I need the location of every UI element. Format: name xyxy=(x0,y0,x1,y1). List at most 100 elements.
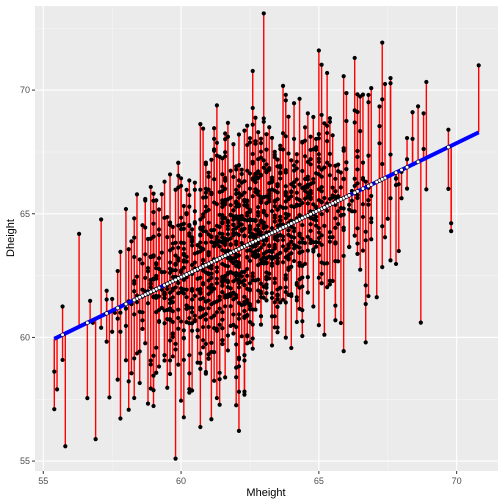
data-point xyxy=(358,129,363,134)
data-point xyxy=(176,315,181,321)
y-tick-label: 60 xyxy=(20,332,30,342)
data-point xyxy=(291,184,297,189)
data-point xyxy=(275,330,280,335)
data-point xyxy=(198,225,203,230)
data-point xyxy=(176,362,181,367)
data-point xyxy=(380,161,385,167)
data-point xyxy=(297,260,302,265)
data-point xyxy=(162,296,167,301)
data-point xyxy=(184,259,189,264)
data-point xyxy=(228,213,233,218)
x-tick-label: 60 xyxy=(176,476,186,486)
data-point xyxy=(220,204,225,210)
data-point xyxy=(189,237,195,242)
data-point xyxy=(336,209,341,214)
data-point xyxy=(184,287,189,292)
data-point xyxy=(291,242,297,248)
data-point xyxy=(225,227,231,232)
data-point xyxy=(267,188,272,193)
data-point xyxy=(250,271,255,276)
data-point xyxy=(269,295,275,301)
data-point xyxy=(319,233,324,238)
data-point xyxy=(261,119,266,124)
data-point xyxy=(159,250,164,255)
data-point xyxy=(300,222,305,228)
data-point xyxy=(156,227,162,232)
data-point xyxy=(203,209,208,214)
data-point xyxy=(261,223,266,228)
data-point xyxy=(217,244,222,249)
data-point xyxy=(236,273,242,278)
data-point xyxy=(272,155,277,160)
data-point xyxy=(330,235,335,240)
fitted-point xyxy=(173,277,178,282)
data-point xyxy=(245,273,250,278)
data-point xyxy=(327,173,332,178)
data-point xyxy=(118,329,123,334)
data-point xyxy=(110,329,115,334)
data-point xyxy=(154,198,159,203)
data-point xyxy=(308,228,313,234)
data-point xyxy=(156,207,162,212)
data-point xyxy=(162,353,167,358)
data-point xyxy=(360,214,366,220)
data-point xyxy=(115,377,120,382)
data-point xyxy=(388,258,393,263)
data-point xyxy=(206,220,211,225)
data-point xyxy=(446,127,451,132)
data-point xyxy=(198,240,203,245)
data-point xyxy=(220,261,225,267)
data-point xyxy=(228,242,233,248)
data-point xyxy=(258,322,264,327)
data-point xyxy=(289,345,294,351)
data-point xyxy=(247,319,253,325)
fitted-point xyxy=(393,170,399,175)
data-point xyxy=(143,196,148,202)
fitted-point xyxy=(60,332,65,337)
fitted-point xyxy=(115,305,120,311)
data-point xyxy=(189,310,195,315)
data-point xyxy=(234,167,239,172)
fitted-point xyxy=(236,246,242,252)
data-point xyxy=(327,116,332,121)
data-point xyxy=(319,112,324,118)
data-point xyxy=(118,249,123,255)
data-point xyxy=(245,313,250,319)
data-point xyxy=(223,215,228,220)
data-point xyxy=(167,338,173,343)
data-point xyxy=(184,320,189,325)
data-point xyxy=(347,202,352,207)
data-point xyxy=(203,190,208,195)
data-point xyxy=(333,318,338,323)
data-point xyxy=(404,135,410,141)
data-point xyxy=(267,125,272,130)
data-point xyxy=(261,158,266,163)
data-point xyxy=(137,309,142,314)
data-point xyxy=(236,132,242,137)
fitted-point xyxy=(228,250,233,256)
data-point xyxy=(156,266,162,272)
data-point xyxy=(242,392,247,397)
data-point xyxy=(156,294,162,299)
data-point xyxy=(245,202,250,208)
fitted-point xyxy=(380,177,385,182)
data-point xyxy=(369,220,374,225)
data-point xyxy=(250,151,255,157)
data-point xyxy=(256,210,261,215)
data-point xyxy=(247,304,253,309)
data-point xyxy=(201,338,206,343)
data-point xyxy=(382,81,388,87)
data-point xyxy=(250,194,255,199)
data-point xyxy=(220,212,225,218)
data-point xyxy=(355,167,360,172)
data-point xyxy=(189,243,195,248)
data-point xyxy=(176,326,181,331)
data-point xyxy=(170,288,175,293)
data-point xyxy=(261,210,266,215)
data-point xyxy=(366,100,371,105)
data-point xyxy=(231,174,236,180)
data-point xyxy=(225,232,231,237)
data-point xyxy=(178,268,184,273)
data-point xyxy=(264,201,269,206)
data-point xyxy=(363,283,368,288)
